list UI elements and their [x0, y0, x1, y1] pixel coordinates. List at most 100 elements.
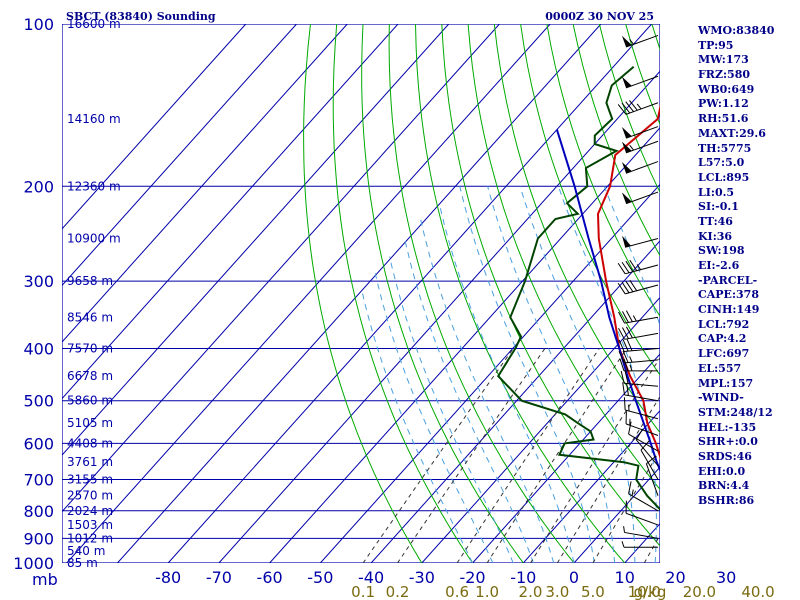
temperature-tick-label: -10 — [510, 568, 536, 587]
temperature-trace — [596, 103, 660, 460]
wind-barb — [618, 326, 659, 340]
index-item: MAXT:29.6 — [698, 126, 766, 140]
index-item: BSHR:86 — [698, 494, 755, 507]
index-item: MW:173 — [698, 53, 749, 67]
index-item: EHI:0.0 — [698, 464, 746, 478]
mixing-ratio-tick-label: 40.0 — [741, 583, 774, 600]
wind-barb — [623, 397, 659, 420]
temperature-axis-labels: -80 -70 -60 -50 -40 -30 -20 -10 0 10 20 30 — [155, 568, 736, 587]
index-item: L57:5.0 — [698, 156, 745, 170]
dry-adiabat — [493, 24, 660, 434]
moist-adiabat — [438, 203, 575, 563]
index-item: FRZ:580 — [698, 68, 751, 82]
height-label: 5860 m — [67, 394, 113, 408]
wind-barb — [621, 140, 659, 154]
wind-barb — [621, 541, 658, 548]
index-item: SI:-0.1 — [698, 200, 739, 214]
index-item: EL:557 — [698, 361, 742, 375]
isotherm — [62, 24, 500, 513]
temperature-tick-label: -70 — [206, 568, 232, 587]
height-label: 2570 m — [67, 489, 113, 503]
height-label: 8546 m — [67, 310, 113, 324]
isotherm — [319, 183, 660, 563]
mixing-ratio-tick-label: 3.0 — [545, 583, 569, 600]
moist-adiabat — [404, 238, 534, 563]
height-label: 540 m — [67, 544, 105, 558]
height-label: 2024 m — [67, 504, 113, 518]
index-item: SHR+:0.0 — [698, 435, 758, 449]
height-label: 6678 m — [67, 369, 113, 383]
wind-barb — [621, 75, 659, 89]
temperature-tick-label: -60 — [257, 568, 283, 587]
mixing-ratio-tick-label: 0.1 — [351, 583, 375, 600]
height-label: 1012 m — [67, 531, 113, 545]
wind-barb — [635, 428, 659, 467]
index-item: HEL:-135 — [698, 420, 757, 434]
isotherm — [62, 24, 297, 287]
wind-barb — [621, 34, 659, 48]
dry-adiabat — [332, 24, 474, 563]
moist-adiabat — [459, 186, 595, 563]
wind-barb — [628, 481, 659, 512]
isotherm — [62, 24, 450, 456]
dry-adiabat — [546, 24, 660, 318]
pressure-label: 400 — [23, 340, 54, 359]
moist-adiabat — [420, 218, 555, 563]
stability-indices-panel: WMO:83840 TP:95 MW:173 FRZ:580 WB0:649 PW:1.1… — [698, 24, 798, 509]
index-item: MPL:157 — [698, 376, 754, 390]
sounding-traces — [496, 65, 660, 511]
moist-adiabat — [374, 273, 494, 563]
dry-adiabats — [303, 24, 660, 563]
mixing-ratio-line — [592, 449, 660, 563]
parcel-trace — [555, 129, 660, 473]
height-labels: 16600 m 14160 m 12360 m 10900 m 9658 m 8546 m… — [67, 17, 121, 570]
dry-adiabat — [388, 24, 575, 563]
dry-adiabat — [520, 24, 660, 376]
index-item: PW:1.12 — [698, 97, 749, 111]
index-item: RH:51.6 — [698, 112, 749, 126]
wind-barb — [617, 100, 659, 115]
pressure-label: 900 — [23, 529, 54, 548]
moist-adiabat — [389, 256, 514, 563]
chart-title: SBCT (83840) Sounding — [66, 10, 216, 23]
mixing-ratio-line — [486, 348, 628, 563]
pressure-label: 1000 — [13, 554, 54, 573]
height-label: 12360 m — [67, 179, 121, 193]
index-item: SRDS:46 — [698, 449, 752, 463]
wind-barb — [619, 358, 658, 372]
temperature-tick-label: -20 — [459, 568, 485, 587]
isotherm — [66, 24, 551, 563]
moist-adiabat — [519, 186, 636, 563]
moist-adiabat — [360, 288, 473, 563]
index-item: BRN:4.4 — [698, 479, 750, 493]
index-item: EI:-2.6 — [698, 259, 740, 272]
dry-adiabat — [441, 24, 660, 547]
mixing-ratio-tick-label: 5.0 — [581, 583, 605, 600]
temperature-tick-label: -40 — [358, 568, 384, 587]
index-item: LI:0.5 — [698, 185, 735, 199]
y-axis-unit-label: mb — [32, 570, 58, 589]
wind-barb — [621, 126, 659, 139]
wind-barb — [620, 370, 659, 387]
height-label: 16600 m — [67, 17, 121, 31]
index-item: TP:95 — [698, 38, 734, 52]
mixing-ratio-axis-labels: 0.1 0.2 0.6 1.0 2.0 3.0 5.0 10.0 20.0 40.0 g/kg — [351, 583, 775, 600]
mixing-ratio-tick-label: 2.0 — [519, 583, 543, 600]
mixing-ratio-tick-label: 0.6 — [445, 583, 469, 600]
index-item: LCL:792 — [698, 317, 750, 331]
wind-barb — [628, 421, 659, 452]
pressure-label: 100 — [23, 15, 54, 34]
isotherm — [370, 240, 660, 563]
temperature-tick-label: 10 — [615, 568, 635, 587]
mixing-ratio-line — [456, 348, 600, 563]
temperature-tick-label: 0 — [569, 568, 579, 587]
index-item: CAP:4.2 — [698, 332, 747, 346]
pressure-label: 600 — [23, 434, 54, 453]
wind-barb — [621, 161, 659, 174]
mixing-ratio-lines — [362, 348, 660, 563]
wind-barb — [622, 382, 659, 402]
pressure-label: 300 — [23, 272, 54, 291]
isotherm — [421, 296, 660, 563]
